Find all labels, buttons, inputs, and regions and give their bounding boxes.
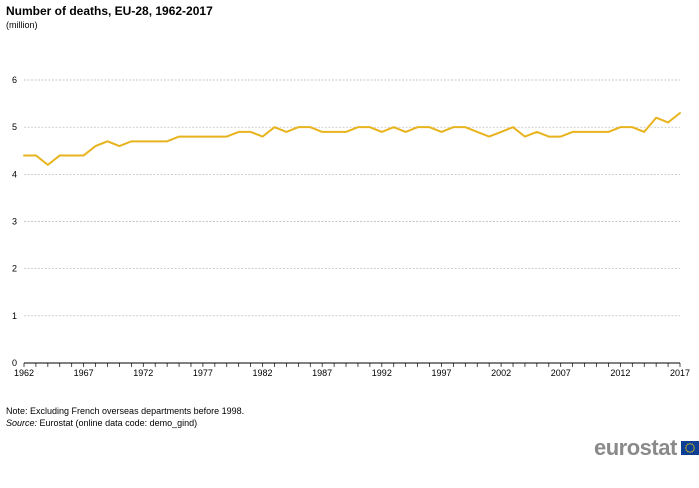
chart-source: Source: Eurostat (online data code: demo… — [6, 418, 197, 428]
flag-star — [693, 447, 695, 449]
y-tick-label: 2 — [12, 264, 17, 274]
y-tick-label: 5 — [12, 122, 17, 132]
flag-star — [692, 445, 695, 447]
flag-star — [691, 450, 693, 453]
y-tick-label: 4 — [12, 169, 17, 179]
x-tick-label: 1977 — [193, 368, 213, 378]
x-tick-label: 1967 — [74, 368, 94, 378]
line-chart: 0 1 2 3 4 5 6 1962 1967 1972 1977 1982 1987 1992 1997… — [12, 75, 690, 378]
x-tick-label: 1982 — [253, 368, 273, 378]
x-tick-label: 2012 — [610, 368, 630, 378]
flag-star — [689, 451, 691, 453]
chart-title: Number of deaths, EU-28, 1962-2017 — [6, 4, 213, 18]
eu-flag-icon — [680, 441, 699, 455]
x-tick-label: 1992 — [372, 368, 392, 378]
x-tick-label: 1997 — [431, 368, 451, 378]
logo-text: eurostat — [594, 435, 677, 460]
series-line-0 — [23, 112, 681, 166]
source-text: Eurostat (online data code: demo_gind) — [37, 418, 198, 428]
y-tick-label: 0 — [12, 358, 17, 368]
x-axis-tick-labels: 1962 1967 1972 1977 1982 1987 1992 1997 2002 2007… — [14, 368, 690, 378]
y-tick-label: 1 — [12, 311, 17, 321]
flag-star — [684, 447, 687, 449]
source-label: Source: — [6, 418, 38, 428]
x-tick-label: 2002 — [491, 368, 511, 378]
chart-note: Note: Excluding French overseas departme… — [6, 406, 245, 416]
x-axis — [23, 362, 681, 367]
x-tick-label: 1962 — [14, 368, 34, 378]
flag-star — [692, 449, 695, 451]
y-tick-label: 6 — [12, 75, 17, 85]
series-group — [23, 112, 681, 166]
chart-subtitle: (million) — [6, 20, 38, 30]
x-tick-label: 2017 — [670, 368, 690, 378]
x-tick-label: 1987 — [312, 368, 332, 378]
flag-star — [691, 443, 693, 446]
x-tick-label: 1972 — [133, 368, 153, 378]
flag-star — [685, 445, 687, 447]
flag-star — [689, 443, 691, 445]
flag-star — [685, 449, 687, 451]
gridlines — [24, 79, 680, 317]
flag-star — [686, 443, 689, 446]
y-tick-label: 3 — [12, 217, 17, 227]
flag-star — [686, 450, 689, 453]
y-axis-tick-labels: 0 1 2 3 4 5 6 — [12, 75, 17, 368]
eurostat-logo: eurostat — [594, 435, 699, 461]
x-tick-label: 2007 — [551, 368, 571, 378]
